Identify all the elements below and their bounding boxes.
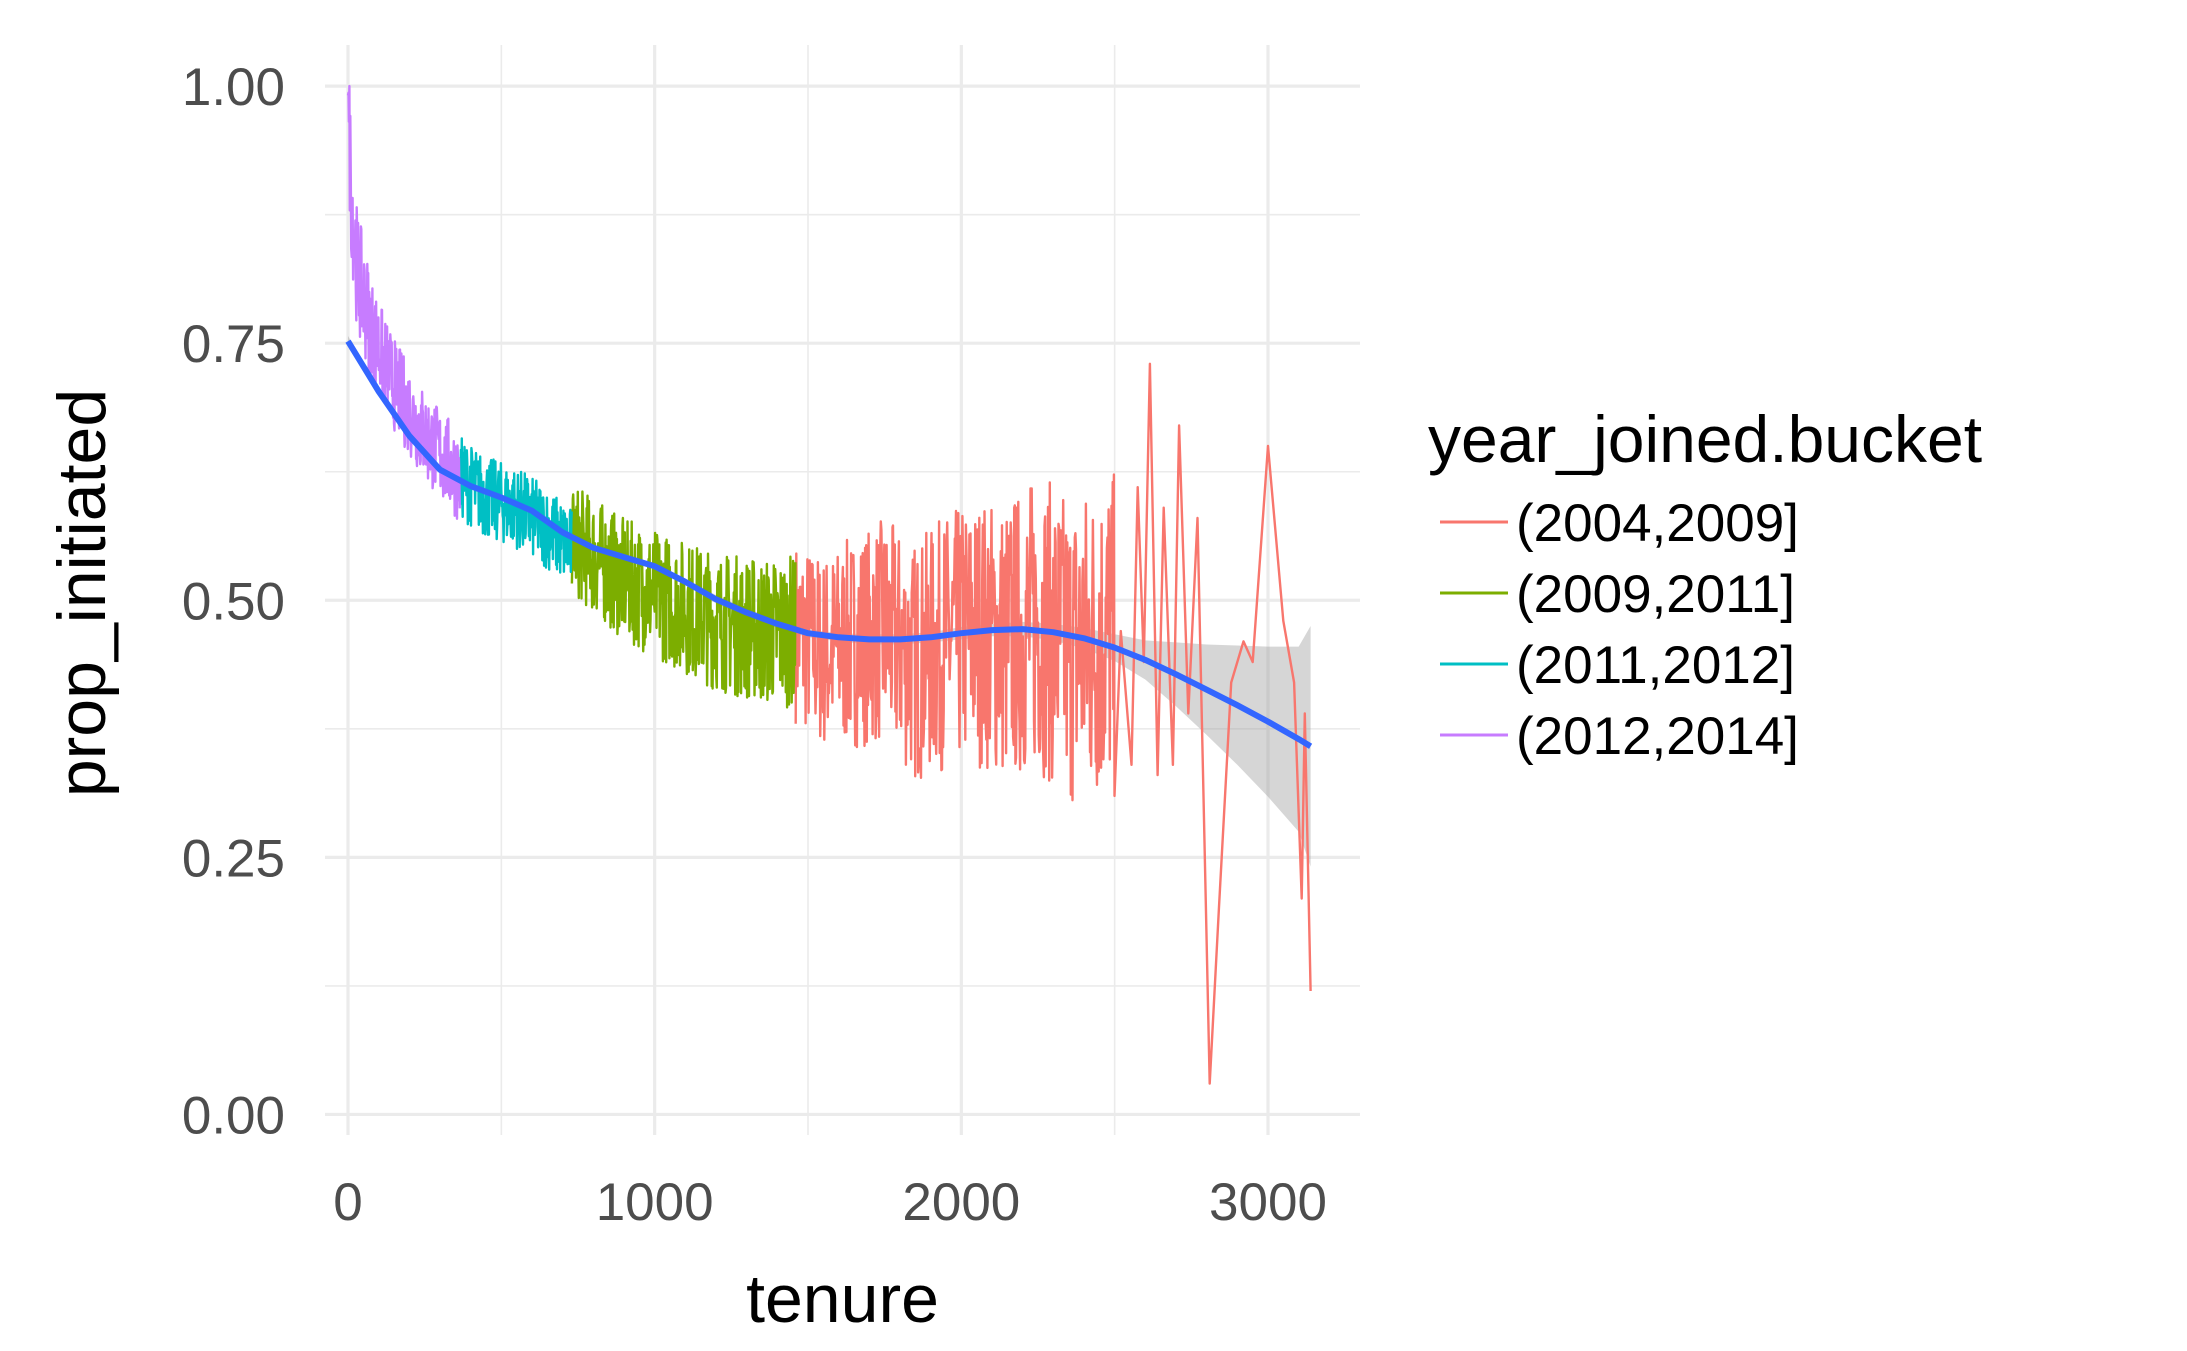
y-axis-title: prop_initiated bbox=[44, 389, 120, 797]
y-tick-label: 0.00 bbox=[182, 1086, 285, 1145]
series-line bbox=[570, 490, 797, 709]
series-line bbox=[346, 84, 461, 520]
legend-label-2004-2009: (2004,2009] bbox=[1516, 494, 1799, 553]
smooth-line-layer bbox=[345, 339, 1313, 749]
tick-labels: 0 1000 2000 3000 0.00 0.25 0.50 0.75 1.00 bbox=[182, 58, 1327, 1232]
y-tick-label: 0.25 bbox=[182, 829, 285, 888]
series-line bbox=[794, 362, 1312, 1085]
smooth-line bbox=[345, 339, 1313, 749]
x-tick-label: 1000 bbox=[596, 1173, 714, 1232]
x-tick-label: 0 bbox=[333, 1173, 362, 1232]
x-axis-title: tenure bbox=[746, 1261, 939, 1337]
series-line bbox=[458, 437, 573, 574]
legend-label-2011-2012: (2011,2012] bbox=[1516, 636, 1795, 695]
x-tick-label: 2000 bbox=[902, 1173, 1020, 1232]
series-layer bbox=[346, 84, 1312, 1085]
y-tick-label: 0.50 bbox=[182, 572, 285, 631]
legend-label-2012-2014: (2012,2014] bbox=[1516, 707, 1799, 766]
x-tick-label: 3000 bbox=[1209, 1173, 1327, 1232]
legend-label-2009-2011: (2009,2011] bbox=[1516, 565, 1795, 624]
y-tick-label: 1.00 bbox=[182, 58, 285, 117]
legend: year_joined.bucket (2004,2009] (2009,201… bbox=[1428, 402, 1982, 766]
y-tick-label: 0.75 bbox=[182, 315, 285, 374]
legend-title: year_joined.bucket bbox=[1428, 402, 1982, 476]
